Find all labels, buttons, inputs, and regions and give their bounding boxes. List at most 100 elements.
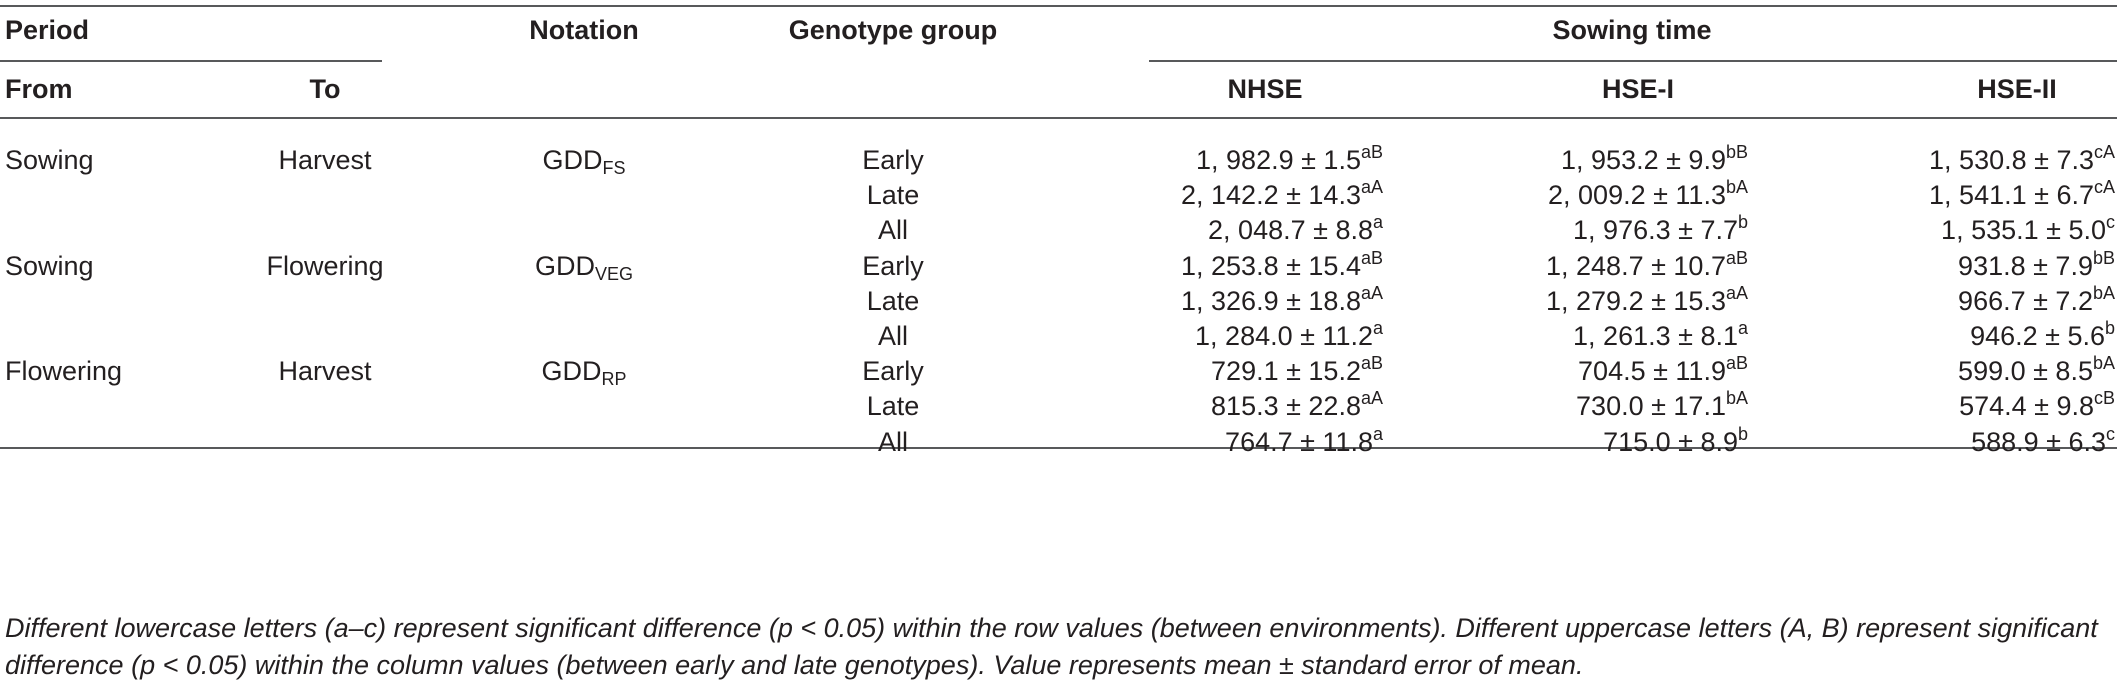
- hse-ii-cell-significance-letters: cA: [2093, 177, 2115, 198]
- hse-i-cell-value: 2, 009.2 ± 11.3: [1548, 180, 1726, 211]
- hse-ii-cell-significance-letters: bA: [2092, 353, 2115, 374]
- genotype-group-cell: Early: [862, 356, 924, 387]
- genotype-group-cell: Early: [862, 250, 924, 281]
- hse-i-cell: 704.5 ± 11.9aB: [1578, 353, 1748, 387]
- genotype-group-cell: Early: [862, 145, 924, 175]
- genotype-group-cell: Late: [866, 391, 920, 422]
- hse-i-cell-significance-letters: a: [1737, 318, 1748, 338]
- nhse-cell: 764.7 ± 11.8a: [1225, 423, 1383, 458]
- header-bottom-rule: [0, 117, 2117, 119]
- sowing-time-underline: [1149, 60, 2117, 62]
- period-from: Sowing: [5, 250, 94, 281]
- hse-i-cell-value: 730.0 ± 17.1: [1576, 391, 1726, 422]
- hse-i-cell-value: 1, 279.2 ± 15.3: [1546, 285, 1726, 316]
- nhse-cell-significance-letters: aA: [1360, 282, 1383, 303]
- hse-ii-cell-significance-letters: c: [2106, 212, 2115, 233]
- notation-base: GDD: [534, 250, 595, 281]
- nhse-cell: 1, 982.9 ± 1.5aB: [1196, 143, 1383, 176]
- hse-i-cell-significance-letters: bA: [1725, 388, 1748, 409]
- header-hse-i: HSE-I: [1601, 74, 1675, 104]
- hse-i-cell-significance-letters: bB: [1725, 142, 1748, 162]
- hse-ii-cell-significance-letters: bA: [2092, 282, 2115, 303]
- hse-i-cell: 715.0 ± 8.9b: [1603, 423, 1748, 458]
- table-top-rule: [0, 5, 2117, 7]
- nhse-cell-significance-letters: a: [1372, 423, 1383, 444]
- hse-i-cell: 1, 248.7 ± 10.7aB: [1546, 247, 1748, 282]
- nhse-cell: 2, 048.7 ± 8.8a: [1208, 212, 1383, 246]
- genotype-group-cell: All: [877, 426, 909, 457]
- period-to: Harvest: [278, 145, 372, 175]
- hse-ii-cell-value: 599.0 ± 8.5: [1958, 356, 2093, 387]
- nhse-cell-value: 729.1 ± 15.2: [1211, 356, 1361, 387]
- nhse-cell-significance-letters: aA: [1360, 388, 1383, 409]
- header-notation: Notation: [529, 15, 639, 45]
- hse-i-cell: 1, 279.2 ± 15.3aA: [1546, 282, 1748, 317]
- nhse-cell-significance-letters: aB: [1360, 247, 1383, 268]
- genotype-group-cell: All: [877, 321, 909, 351]
- period-from: Flowering: [5, 356, 123, 387]
- header-period: Period: [5, 15, 90, 45]
- hse-i-cell: 1, 261.3 ± 8.1a: [1573, 318, 1748, 352]
- notation-subscript: VEG: [594, 263, 634, 284]
- hse-ii-cell: 574.4 ± 9.8cB: [1959, 388, 2115, 422]
- header-sowing-time: Sowing time: [1552, 15, 1712, 45]
- nhse-cell-value: 1, 253.8 ± 15.4: [1181, 250, 1361, 281]
- notation-subscript: RP: [601, 369, 627, 390]
- hse-ii-cell-value: 574.4 ± 9.8: [1959, 391, 2094, 422]
- nhse-cell-significance-letters: aB: [1360, 353, 1383, 374]
- nhse-cell-significance-letters: a: [1372, 318, 1383, 338]
- genotype-group-cell: All: [877, 215, 909, 246]
- hse-ii-cell: 946.2 ± 5.6b: [1970, 318, 2115, 352]
- hse-ii-cell: 966.7 ± 7.2bA: [1958, 282, 2115, 317]
- period-to: Flowering: [266, 250, 384, 281]
- nhse-cell-significance-letters: a: [1372, 212, 1383, 233]
- period-underline: [0, 60, 382, 62]
- hse-i-cell-significance-letters: b: [1737, 212, 1748, 233]
- header-from: From: [5, 74, 73, 104]
- nhse-cell-value: 815.3 ± 22.8: [1211, 391, 1361, 422]
- nhse-cell-value: 764.7 ± 11.8: [1225, 426, 1373, 457]
- hse-ii-cell-significance-letters: b: [2104, 318, 2115, 338]
- hse-i-cell: 1, 976.3 ± 7.7b: [1573, 212, 1748, 246]
- hse-i-cell-value: 1, 261.3 ± 8.1: [1573, 321, 1738, 351]
- header-hse-ii: HSE-II: [1977, 74, 2057, 104]
- hse-ii-cell-significance-letters: bB: [2092, 247, 2115, 268]
- hse-ii-cell: 931.8 ± 7.9bB: [1958, 247, 2115, 282]
- hse-ii-cell-value: 1, 535.1 ± 5.0: [1941, 215, 2106, 246]
- header-to: To: [309, 74, 341, 104]
- hse-i-cell-significance-letters: aB: [1725, 353, 1748, 374]
- period-from: Sowing: [5, 145, 94, 175]
- hse-i-cell-value: 1, 976.3 ± 7.7: [1573, 215, 1738, 246]
- hse-i-cell-value: 715.0 ± 8.9: [1603, 426, 1738, 457]
- period-to: Harvest: [278, 356, 372, 387]
- hse-ii-cell-value: 588.9 ± 6.3: [1971, 426, 2106, 457]
- hse-i-cell-significance-letters: b: [1737, 423, 1748, 444]
- notation-cell: GDDVEG: [534, 250, 634, 284]
- hse-i-cell-value: 1, 953.2 ± 9.9: [1561, 145, 1726, 175]
- nhse-cell: 1, 326.9 ± 18.8aA: [1181, 282, 1383, 317]
- nhse-cell-significance-letters: aA: [1360, 177, 1383, 198]
- nhse-cell-value: 2, 048.7 ± 8.8: [1208, 215, 1373, 246]
- nhse-cell-value: 1, 326.9 ± 18.8: [1181, 285, 1361, 316]
- notation-base: GDD: [541, 356, 602, 387]
- genotype-group-cell: Late: [866, 285, 920, 316]
- hse-ii-cell-value: 966.7 ± 7.2: [1958, 285, 2093, 316]
- hse-i-cell: 730.0 ± 17.1bA: [1576, 388, 1748, 422]
- nhse-cell: 815.3 ± 22.8aA: [1211, 388, 1383, 422]
- nhse-cell: 2, 142.2 ± 14.3aA: [1181, 177, 1383, 211]
- hse-ii-cell-value: 946.2 ± 5.6: [1970, 321, 2105, 351]
- header-nhse: NHSE: [1227, 74, 1303, 104]
- hse-ii-cell: 1, 541.1 ± 6.7cA: [1929, 177, 2115, 211]
- hse-i-cell-significance-letters: bA: [1725, 177, 1748, 198]
- hse-ii-cell-value: 931.8 ± 7.9: [1958, 250, 2093, 281]
- hse-ii-cell-significance-letters: cB: [2093, 388, 2115, 409]
- notation-cell: GDDFS: [542, 144, 626, 178]
- header-genotype-group: Genotype group: [788, 15, 998, 45]
- nhse-cell-value: 1, 284.0 ± 11.2: [1195, 321, 1373, 351]
- hse-ii-cell-significance-letters: c: [2106, 423, 2115, 444]
- notation-subscript: FS: [602, 158, 626, 178]
- hse-ii-cell: 588.9 ± 6.3c: [1971, 423, 2115, 458]
- hse-i-cell-significance-letters: aB: [1725, 247, 1748, 268]
- hse-i-cell-significance-letters: aA: [1725, 282, 1748, 303]
- notation-cell: GDDRP: [541, 355, 627, 390]
